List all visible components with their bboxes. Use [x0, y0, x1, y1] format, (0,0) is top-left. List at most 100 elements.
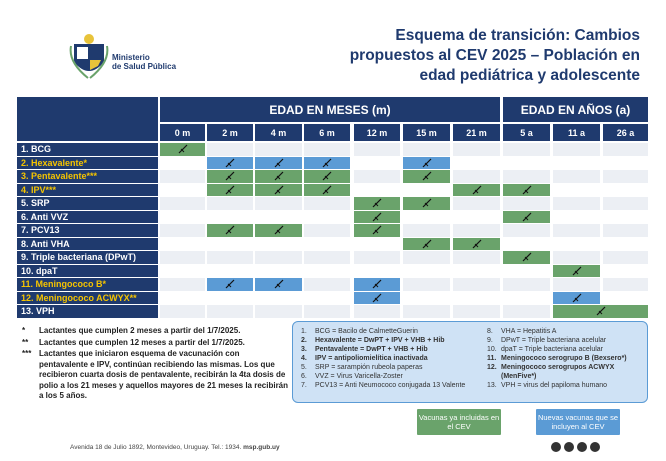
column-header: 5 a	[503, 124, 550, 141]
syringe-icon	[422, 198, 431, 208]
empty-cell	[160, 264, 205, 277]
empty-cell	[403, 143, 450, 156]
empty-cell	[354, 183, 400, 196]
empty-cell	[354, 156, 400, 169]
empty-cell	[603, 278, 648, 291]
empty-cell	[553, 224, 600, 237]
vaccine-dose	[207, 183, 253, 196]
empty-cell	[304, 197, 350, 210]
row-label: 5. SRP	[17, 197, 158, 210]
vaccine-dose	[207, 224, 253, 237]
glossary-item: 8. VHA = Hepatitis A	[487, 327, 645, 336]
syringe-icon	[225, 225, 235, 235]
empty-cell	[207, 237, 253, 250]
glossary-text: Meningococo serogrupo B (Bexsero*)	[501, 355, 627, 362]
syringe-icon	[572, 266, 581, 276]
footnote: * Lactantes que cumplen 2 meses a partir …	[22, 326, 288, 337]
syringe-icon	[225, 279, 235, 289]
empty-cell	[503, 237, 550, 250]
empty-cell	[304, 210, 350, 223]
empty-cell	[207, 264, 253, 277]
empty-cell	[403, 251, 450, 264]
footnote-mark: ***	[22, 349, 32, 358]
vaccine-dose	[304, 156, 350, 169]
empty-cell	[453, 305, 500, 318]
empty-cell	[304, 224, 350, 237]
empty-cell	[160, 224, 205, 237]
glossary-num: 7.	[301, 382, 307, 389]
empty-cell	[354, 305, 400, 318]
empty-cell	[603, 264, 648, 277]
empty-cell	[503, 291, 550, 304]
row-label: 2. Hexavalente*	[17, 156, 158, 169]
column-header: 26 a	[603, 124, 648, 141]
legend-item: Nuevas vacunas que se incluyen al CEV	[535, 408, 621, 436]
empty-cell	[160, 291, 205, 304]
column-header: 4 m	[255, 124, 302, 141]
empty-cell	[603, 210, 648, 223]
title: Esquema de transición: Cambios propuesto…	[350, 26, 640, 86]
empty-cell	[453, 197, 500, 210]
vaccine-dose	[255, 224, 302, 237]
vaccine-dose	[255, 278, 302, 291]
empty-cell	[160, 156, 205, 169]
empty-cell	[255, 143, 302, 156]
syringe-icon	[274, 279, 283, 289]
glossary-text: Pentavalente = DwPT + VHB + Hib	[315, 346, 428, 353]
row-label: 7. PCV13	[17, 224, 158, 237]
empty-cell	[603, 183, 648, 196]
vaccine-dose	[403, 170, 450, 183]
empty-cell	[553, 237, 600, 250]
glossary-text: Meningococo serogrupos ACWYX (MenFive*)	[501, 364, 615, 380]
glossary-num: 1.	[301, 328, 307, 335]
empty-cell	[503, 224, 550, 237]
vaccine-dose	[354, 224, 400, 237]
empty-cell	[603, 224, 648, 237]
empty-cell	[453, 291, 500, 304]
vaccine-dose	[503, 251, 550, 264]
vaccine-dose	[255, 156, 302, 169]
column-header: 0 m	[160, 124, 205, 141]
empty-cell	[354, 264, 400, 277]
column-header: 11 a	[553, 124, 600, 141]
syringe-icon	[572, 293, 581, 303]
footnote-mark: *	[22, 326, 26, 335]
empty-cell	[403, 264, 450, 277]
vaccine-dose	[503, 183, 550, 196]
glossary-text: IPV = antipoliomielítica inactivada	[315, 355, 428, 362]
row-label: 1. BCG	[17, 143, 158, 156]
vaccine-dose	[160, 143, 205, 156]
syringe-icon	[422, 239, 431, 249]
empty-cell	[255, 291, 302, 304]
title-line: propuestos al CEV 2025 – Población en	[349, 47, 640, 64]
syringe-icon	[274, 225, 283, 235]
empty-cell	[553, 197, 600, 210]
empty-cell	[160, 237, 205, 250]
row-label: 13. VPH	[17, 305, 158, 318]
syringe-icon	[472, 185, 481, 195]
empty-cell	[453, 143, 500, 156]
empty-cell	[207, 143, 253, 156]
title-line: edad pediátrica y adolescente	[419, 67, 640, 84]
syringe-icon	[422, 171, 431, 181]
glossary-item: 3. Pentavalente = DwPT + VHB + Hib	[301, 345, 481, 354]
empty-cell	[160, 305, 205, 318]
syringe-icon	[322, 158, 332, 168]
social-icons	[551, 442, 600, 452]
ministry-line: Ministerio	[112, 53, 150, 62]
syringe-icon	[178, 144, 187, 154]
ministry: Ministerio de Salud Pública	[112, 53, 176, 71]
syringe-icon	[274, 158, 283, 168]
empty-cell	[553, 278, 600, 291]
empty-cell	[255, 237, 302, 250]
empty-cell	[553, 143, 600, 156]
ministry-line: de Salud Pública	[112, 62, 177, 71]
syringe-icon	[225, 158, 235, 168]
glossary-text: PCV13 = Anti Neumococo conjugada 13 Vale…	[315, 382, 466, 389]
vaccine-dose	[553, 264, 600, 277]
syringe-icon	[472, 239, 481, 249]
glossary-num: 6.	[301, 373, 307, 380]
empty-cell	[255, 197, 302, 210]
empty-cell	[503, 305, 550, 318]
website: msp.gub.uy	[243, 444, 280, 451]
